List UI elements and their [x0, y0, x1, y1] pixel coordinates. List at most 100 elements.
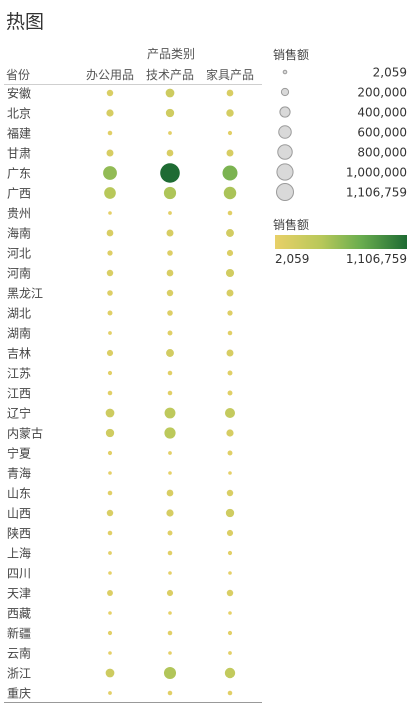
heat-mark[interactable]	[167, 690, 173, 696]
heat-mark[interactable]	[167, 250, 173, 256]
heat-mark[interactable]	[167, 330, 173, 336]
heat-mark[interactable]	[226, 349, 234, 357]
heat-mark[interactable]	[224, 667, 236, 679]
heat-mark[interactable]	[107, 450, 113, 456]
province-label[interactable]: 湖北	[7, 306, 31, 321]
heat-mark[interactable]	[108, 651, 112, 655]
heat-mark[interactable]	[166, 229, 174, 237]
heat-mark[interactable]	[166, 289, 174, 297]
province-label[interactable]: 河南	[7, 266, 31, 281]
heat-mark[interactable]	[168, 131, 172, 135]
heat-mark[interactable]	[226, 529, 234, 537]
heat-mark[interactable]	[223, 186, 237, 200]
province-label[interactable]: 辽宁	[7, 406, 31, 421]
heat-mark[interactable]	[226, 109, 234, 117]
province-label[interactable]: 浙江	[7, 667, 31, 681]
heat-mark[interactable]	[108, 611, 112, 615]
row-header[interactable]: 省份	[6, 68, 31, 82]
heat-mark[interactable]	[106, 149, 114, 157]
heat-mark[interactable]	[227, 210, 233, 216]
heat-mark[interactable]	[227, 450, 233, 456]
province-label[interactable]: 广东	[7, 167, 31, 181]
province-label[interactable]: 天津	[7, 587, 31, 601]
province-label[interactable]: 甘肃	[7, 147, 31, 161]
heat-mark[interactable]	[228, 611, 232, 615]
heat-mark[interactable]	[166, 349, 174, 357]
province-label[interactable]: 湖南	[7, 326, 31, 341]
province-label[interactable]: 安徽	[7, 86, 31, 101]
heat-mark[interactable]	[168, 471, 172, 475]
heat-mark[interactable]	[108, 551, 112, 555]
province-label[interactable]: 上海	[7, 546, 31, 561]
province-label[interactable]: 江西	[7, 387, 31, 401]
heat-mark[interactable]	[167, 370, 173, 376]
province-label[interactable]: 重庆	[7, 687, 31, 701]
heat-mark[interactable]	[167, 630, 173, 636]
heat-mark[interactable]	[107, 590, 113, 596]
heat-mark[interactable]	[227, 390, 233, 396]
heat-mark[interactable]	[167, 550, 173, 556]
heat-mark[interactable]	[227, 130, 233, 136]
heat-mark[interactable]	[165, 88, 175, 98]
heat-mark[interactable]	[106, 89, 114, 97]
heat-mark[interactable]	[165, 108, 175, 118]
province-label[interactable]: 北京	[7, 107, 31, 121]
heat-mark[interactable]	[166, 149, 174, 157]
heat-mark[interactable]	[106, 229, 114, 237]
heat-mark[interactable]	[105, 428, 115, 438]
heat-mark[interactable]	[227, 330, 233, 336]
column-header-office[interactable]: 办公用品	[86, 68, 135, 82]
heat-mark[interactable]	[106, 509, 114, 517]
heat-mark[interactable]	[168, 211, 172, 215]
province-label[interactable]: 内蒙古	[7, 426, 43, 441]
heat-mark[interactable]	[226, 149, 234, 157]
province-label[interactable]: 西藏	[7, 607, 31, 621]
province-label[interactable]: 广西	[7, 187, 31, 201]
heat-mark[interactable]	[225, 268, 235, 278]
heat-mark[interactable]	[107, 310, 113, 316]
province-label[interactable]: 陕西	[7, 526, 31, 541]
province-label[interactable]: 福建	[7, 126, 31, 141]
heat-mark[interactable]	[107, 290, 113, 296]
heat-mark[interactable]	[168, 451, 172, 455]
heat-mark[interactable]	[227, 690, 233, 696]
heat-mark[interactable]	[107, 490, 113, 496]
heat-mark[interactable]	[105, 668, 115, 678]
heat-mark[interactable]	[225, 508, 235, 518]
heat-mark[interactable]	[222, 165, 238, 181]
heat-mark[interactable]	[168, 611, 172, 615]
column-header-furniture[interactable]: 家具产品	[206, 68, 255, 82]
heat-mark[interactable]	[166, 589, 174, 597]
province-label[interactable]: 四川	[7, 567, 31, 581]
heat-mark[interactable]	[167, 390, 173, 396]
heat-mark[interactable]	[227, 630, 233, 636]
heat-mark[interactable]	[160, 163, 180, 183]
heat-mark[interactable]	[103, 166, 117, 180]
province-label[interactable]: 青海	[7, 466, 31, 481]
province-label[interactable]: 吉林	[7, 347, 31, 361]
province-label[interactable]: 宁夏	[7, 446, 31, 461]
province-label[interactable]: 贵州	[7, 207, 31, 221]
heat-mark[interactable]	[108, 471, 112, 475]
heat-mark[interactable]	[166, 489, 174, 497]
heat-mark[interactable]	[164, 407, 176, 419]
heat-mark[interactable]	[168, 651, 172, 655]
column-header-tech[interactable]: 技术产品	[146, 68, 195, 82]
heat-mark[interactable]	[164, 427, 176, 439]
heat-mark[interactable]	[166, 509, 174, 517]
province-label[interactable]: 江苏	[7, 367, 31, 381]
heat-mark[interactable]	[224, 407, 236, 419]
heat-mark[interactable]	[106, 269, 114, 277]
heat-mark[interactable]	[106, 349, 114, 357]
heat-mark[interactable]	[226, 429, 234, 437]
heat-mark[interactable]	[107, 250, 113, 256]
province-label[interactable]: 云南	[7, 646, 31, 661]
heat-mark[interactable]	[167, 310, 173, 316]
heat-mark[interactable]	[108, 691, 112, 695]
heat-mark[interactable]	[166, 269, 174, 277]
province-label[interactable]: 山东	[7, 487, 31, 501]
heat-mark[interactable]	[228, 471, 232, 475]
heat-mark[interactable]	[226, 589, 234, 597]
heat-mark[interactable]	[105, 408, 115, 418]
heat-mark[interactable]	[107, 130, 113, 136]
